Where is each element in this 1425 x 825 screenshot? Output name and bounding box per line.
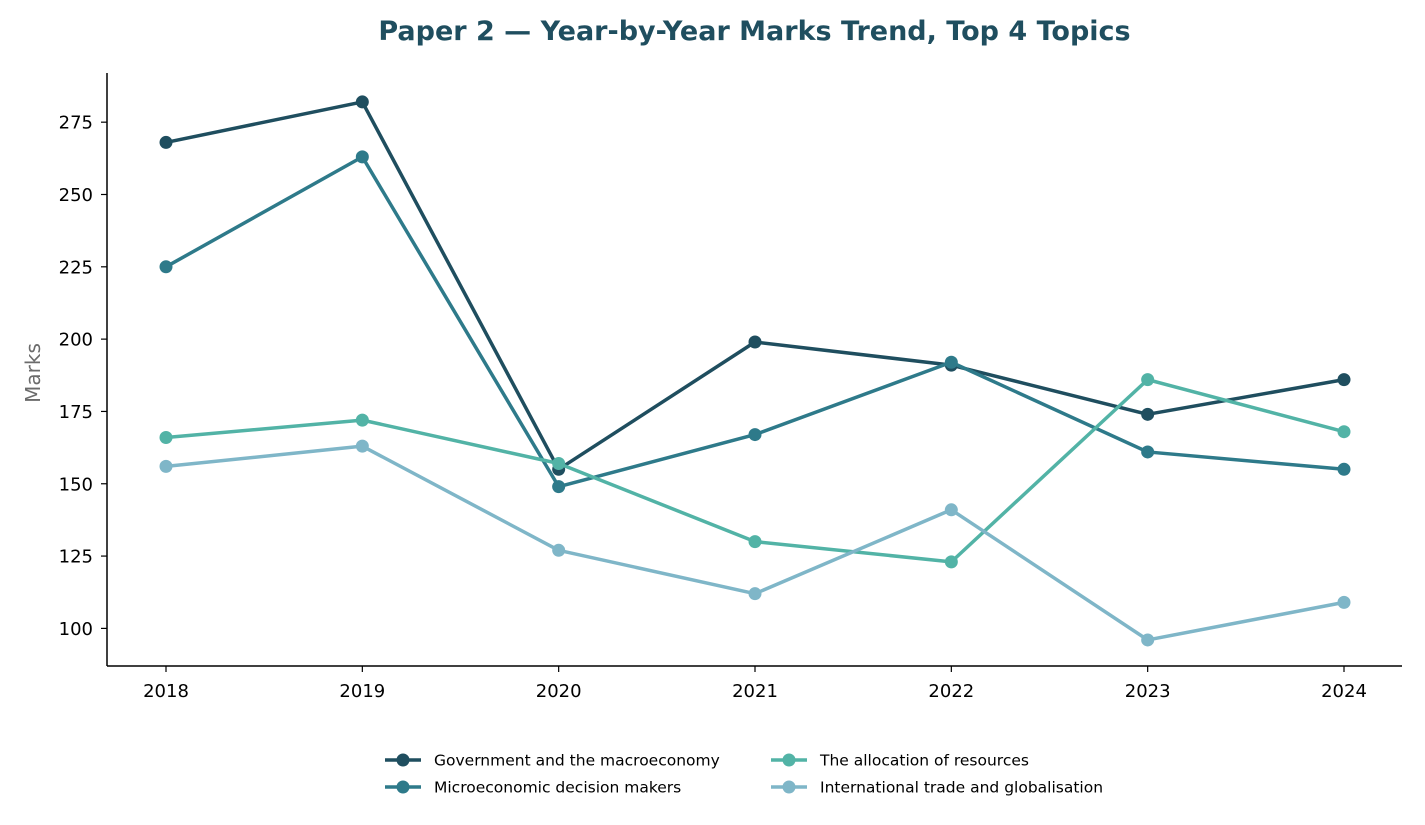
y-tick-label: 100 bbox=[59, 619, 93, 640]
y-tick-label: 250 bbox=[59, 185, 93, 206]
series-line bbox=[165, 100, 1345, 472]
data-point bbox=[159, 430, 173, 444]
x-tick-label: 2023 bbox=[1125, 681, 1171, 702]
data-point bbox=[552, 457, 566, 471]
data-point bbox=[159, 135, 173, 149]
legend-swatch-marker bbox=[782, 753, 796, 767]
x-tick-label: 2018 bbox=[143, 681, 189, 702]
ticks: 2018 2019 2020 2021 2022 2023 2024 100 125 150 175… bbox=[59, 113, 1367, 702]
data-point bbox=[1141, 407, 1155, 421]
data-point bbox=[1337, 595, 1351, 609]
y-tick-label: 225 bbox=[59, 257, 93, 278]
y-tick-label: 125 bbox=[59, 547, 93, 568]
data-point bbox=[944, 503, 958, 517]
data-point bbox=[748, 587, 762, 601]
y-tick-label: 175 bbox=[59, 402, 93, 423]
data-point bbox=[1141, 445, 1155, 459]
y-tick-label: 150 bbox=[59, 474, 93, 495]
y-tick-label: 275 bbox=[59, 113, 93, 134]
legend-label: International trade and globalisation bbox=[820, 779, 1103, 797]
data-point bbox=[748, 535, 762, 549]
data-point bbox=[748, 428, 762, 442]
legend-label: The allocation of resources bbox=[819, 752, 1029, 770]
data-point bbox=[748, 335, 762, 349]
x-tick-label: 2020 bbox=[536, 681, 582, 702]
data-point bbox=[552, 480, 566, 494]
legend-swatch-marker bbox=[396, 753, 410, 767]
data-point bbox=[159, 459, 173, 473]
data-point bbox=[355, 439, 369, 453]
axes bbox=[106, 73, 1402, 667]
data-point bbox=[944, 555, 958, 569]
y-axis-label: Marks bbox=[21, 343, 45, 403]
legend-swatch-marker bbox=[396, 780, 410, 794]
legend-label: Government and the macroeconomy bbox=[434, 752, 720, 770]
series-group bbox=[159, 150, 1351, 494]
legend-label: Microeconomic decision makers bbox=[434, 779, 681, 797]
legend-swatch-marker bbox=[782, 780, 796, 794]
data-point bbox=[1337, 425, 1351, 439]
legend-item: Microeconomic decision makers bbox=[385, 779, 681, 797]
legend-item: International trade and globalisation bbox=[771, 779, 1103, 797]
data-point bbox=[944, 355, 958, 369]
y-tick-label: 200 bbox=[59, 330, 93, 351]
data-point bbox=[355, 413, 369, 427]
data-point bbox=[159, 260, 173, 274]
chart-title: Paper 2 — Year-by-Year Marks Trend, Top … bbox=[378, 16, 1131, 47]
legend-item: The allocation of resources bbox=[771, 752, 1029, 770]
series-group bbox=[159, 373, 1351, 569]
x-tick-label: 2022 bbox=[928, 681, 974, 702]
series-group bbox=[159, 95, 1351, 476]
data-point bbox=[1141, 373, 1155, 387]
data-point bbox=[355, 150, 369, 164]
data-point bbox=[1141, 633, 1155, 647]
series bbox=[159, 95, 1351, 647]
x-tick-label: 2019 bbox=[339, 681, 385, 702]
series-line bbox=[165, 377, 1345, 564]
data-point bbox=[552, 543, 566, 557]
legend-item: Government and the macroeconomy bbox=[385, 752, 720, 770]
x-tick-label: 2024 bbox=[1321, 681, 1367, 702]
data-point bbox=[1337, 462, 1351, 476]
series-group bbox=[159, 439, 1351, 647]
data-point bbox=[355, 95, 369, 109]
x-tick-label: 2021 bbox=[732, 681, 778, 702]
data-point bbox=[1337, 373, 1351, 387]
legend: Government and the macroeconomy Microecon… bbox=[385, 752, 1103, 797]
